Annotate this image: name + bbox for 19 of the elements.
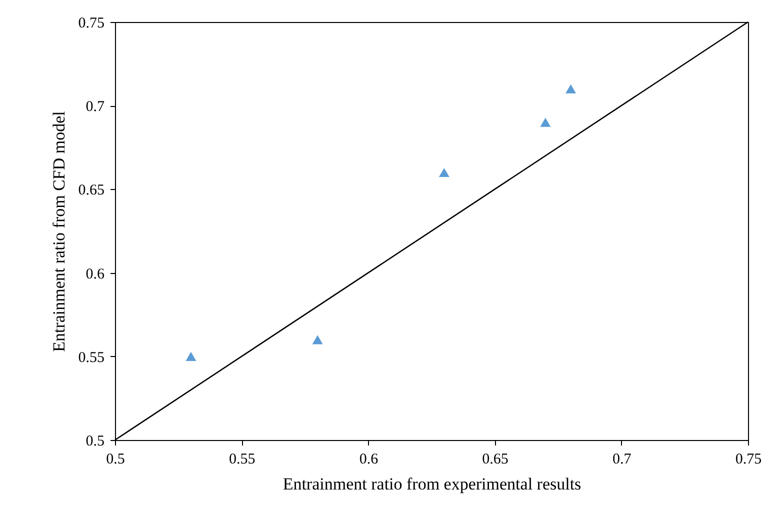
point bbox=[566, 84, 576, 94]
y-axis-title: Entrainment ratio from CFD model bbox=[49, 110, 68, 352]
y-tick-label: 0.7 bbox=[86, 99, 105, 116]
x-tick-label: 0.7 bbox=[612, 452, 632, 468]
point bbox=[186, 352, 196, 361]
y-tick-label: 0.5 bbox=[86, 434, 104, 450]
y-tick-label: 0.65 bbox=[78, 182, 104, 199]
point bbox=[438, 168, 450, 178]
x-tick-label: 0.55 bbox=[228, 452, 256, 468]
x-tick-label: 0.75 bbox=[735, 452, 762, 468]
x-tick-label: 0.5 bbox=[106, 452, 125, 468]
x-axis-title: Entrainment ratio from experimental results bbox=[282, 474, 582, 494]
y-tick-label: 0.55 bbox=[78, 350, 104, 366]
point bbox=[312, 335, 323, 344]
y-tick-label: 0.6 bbox=[86, 266, 105, 282]
x-tick-label: 0.6 bbox=[359, 452, 379, 468]
x-tick-label: 0.65 bbox=[482, 452, 508, 468]
point bbox=[540, 118, 551, 127]
y-tick-label: 0.75 bbox=[78, 16, 104, 32]
